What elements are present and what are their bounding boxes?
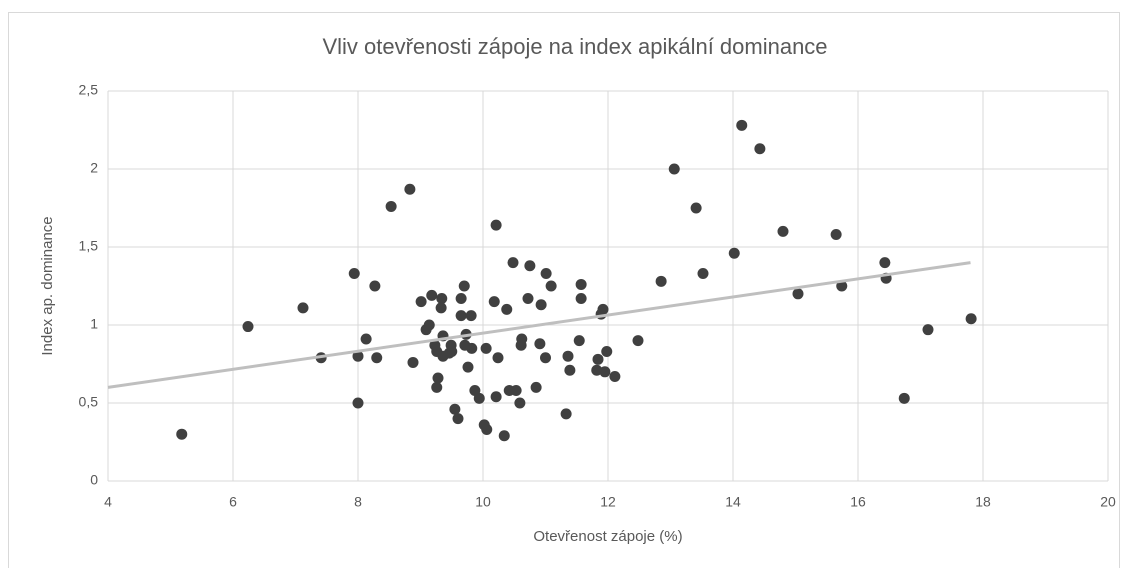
point [360, 333, 372, 345]
point [575, 278, 587, 290]
point [352, 350, 364, 362]
point [632, 335, 644, 347]
point [242, 321, 254, 333]
x-tick-label: 12 [600, 494, 616, 510]
x-tick-label: 8 [354, 494, 362, 510]
y-tick-label: 0,5 [79, 394, 99, 410]
point [415, 296, 427, 308]
point [601, 346, 613, 358]
y-tick-label: 0 [90, 472, 98, 488]
point [435, 302, 447, 314]
point [507, 257, 519, 269]
x-tick-label: 16 [850, 494, 866, 510]
point [597, 303, 609, 315]
point [455, 292, 467, 304]
point [545, 280, 557, 292]
point [465, 310, 477, 322]
point [609, 370, 621, 382]
point [591, 364, 603, 376]
point [176, 428, 188, 440]
point [564, 364, 576, 376]
point [534, 338, 546, 350]
point [426, 289, 438, 301]
point [540, 352, 551, 364]
trendline [107, 261, 971, 389]
point [754, 143, 766, 155]
point [404, 183, 416, 195]
point [348, 268, 360, 280]
point [830, 229, 842, 241]
point [510, 385, 522, 397]
y-tick-label: 1 [90, 316, 98, 332]
point [432, 372, 444, 384]
point [516, 333, 528, 345]
point [575, 292, 587, 304]
point [490, 391, 502, 403]
point [690, 202, 702, 214]
point [369, 280, 381, 292]
x-tick-label: 6 [229, 494, 237, 510]
point [836, 280, 848, 292]
point [562, 350, 574, 362]
y-tick-label: 2,5 [79, 82, 99, 98]
point [490, 219, 502, 231]
point [728, 247, 740, 259]
y-tick-label: 2 [90, 160, 98, 176]
x-tick-label: 4 [104, 494, 112, 510]
point [462, 361, 474, 373]
point [452, 413, 464, 425]
point [480, 342, 492, 354]
x-tick-label: 18 [975, 494, 991, 510]
x-tick-label: 20 [1100, 494, 1116, 510]
point [522, 292, 534, 304]
point [697, 268, 709, 280]
point [473, 392, 485, 404]
point [560, 408, 572, 420]
point [501, 303, 513, 315]
x-tick-label: 10 [475, 494, 491, 510]
point [455, 310, 467, 322]
point [466, 342, 478, 354]
point [592, 353, 604, 365]
chart-title: Vliv otevřenosti zápoje na index apikáln… [322, 34, 827, 59]
point [965, 313, 977, 325]
point [540, 268, 552, 280]
x-axis-label: Otevřenost zápoje (%) [533, 528, 682, 545]
point [898, 392, 910, 404]
point [481, 424, 493, 436]
point [777, 225, 789, 237]
point [599, 366, 611, 378]
y-tick-label: 1,5 [79, 238, 99, 254]
point [524, 260, 536, 272]
point [446, 346, 458, 358]
point [668, 163, 680, 175]
point [792, 288, 804, 300]
point [573, 335, 585, 347]
point [498, 430, 510, 442]
point [436, 292, 448, 304]
x-tick-label: 14 [725, 494, 741, 510]
point [371, 352, 383, 364]
point [736, 119, 748, 131]
point [352, 397, 364, 409]
point [655, 275, 667, 287]
point [514, 397, 526, 409]
point [492, 352, 504, 364]
point [922, 324, 934, 336]
point [431, 381, 443, 393]
chart-frame [8, 12, 1120, 568]
point [449, 403, 461, 415]
y-axis-label: Index ap. dominance [39, 216, 56, 355]
point [297, 302, 309, 314]
point [530, 381, 542, 393]
point [488, 296, 500, 308]
point [535, 299, 547, 311]
point [458, 280, 470, 292]
point [385, 200, 397, 212]
point [407, 356, 419, 368]
point [423, 319, 435, 331]
point [879, 257, 891, 269]
